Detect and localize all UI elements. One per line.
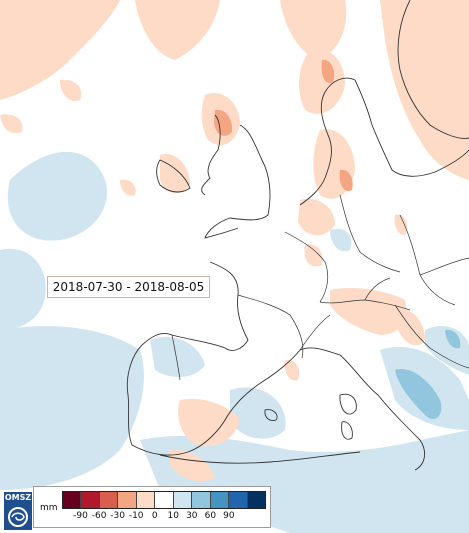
- legend-label: 90: [223, 511, 235, 521]
- legend-unit: mm: [40, 503, 58, 513]
- legend-label: 0: [151, 511, 158, 521]
- legend-swatch: [210, 492, 230, 508]
- legend-swatch: [247, 492, 265, 508]
- legend-color-bar: [62, 491, 266, 509]
- wet-anomaly-areas: [0, 28, 469, 533]
- strong-dry-areas: [214, 59, 353, 192]
- legend-label: 60: [204, 511, 217, 521]
- legend-label: -60: [91, 511, 107, 521]
- logo-swirl-icon: [8, 507, 28, 527]
- legend: mm -90 -60 -30 -10 0 10 30 60 90: [33, 486, 271, 528]
- legend-swatch: [99, 492, 119, 508]
- legend-swatch: [118, 492, 137, 508]
- legend-label: 10: [167, 511, 179, 521]
- legend-swatch: [192, 492, 211, 508]
- dry-anomaly-areas: [0, 0, 469, 482]
- legend-swatch: [81, 492, 100, 508]
- legend-swatch: [173, 492, 193, 508]
- coastlines: [126, 0, 469, 471]
- logo-text: OMSZ: [4, 493, 32, 502]
- legend-label: 30: [186, 511, 198, 521]
- legend-swatch: [229, 492, 248, 508]
- strong-wet-areas: [395, 329, 461, 420]
- legend-swatch: [63, 492, 82, 508]
- legend-label: -10: [128, 511, 144, 521]
- legend-label: -90: [73, 511, 88, 521]
- date-range-label: 2018-07-30 - 2018-08-05: [47, 276, 210, 298]
- legend-swatch: [155, 492, 174, 508]
- omsz-logo: OMSZ: [4, 492, 32, 530]
- legend-labels: -90 -60 -30 -10 0 10 30 60 90: [62, 511, 266, 525]
- legend-swatch: [136, 492, 156, 508]
- legend-label: -30: [110, 511, 125, 521]
- national-borders: [171, 194, 469, 381]
